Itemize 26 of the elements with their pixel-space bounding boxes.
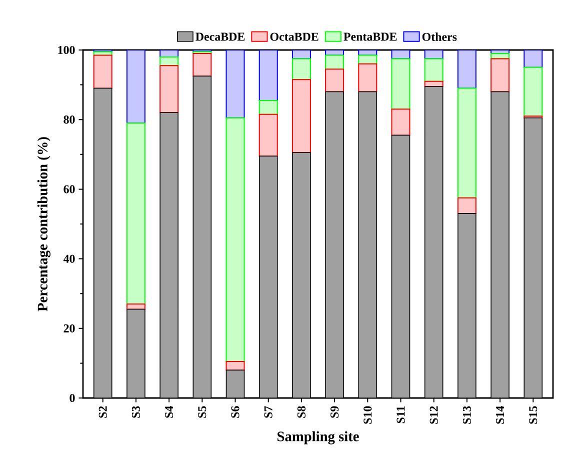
x-tick-label: S12 — [430, 406, 438, 424]
x-tick-label: S13 — [462, 406, 471, 424]
x-tick-label: S8 — [297, 406, 306, 418]
x-tick-label: S6 — [231, 406, 240, 418]
x-tick-label: S10 — [364, 406, 372, 424]
legend-label: DecaBDE — [196, 32, 245, 41]
x-axis-title: Sampling site — [278, 431, 359, 444]
x-tick-label: S4 — [165, 406, 174, 418]
y-axis-title: Percentage contribution (%) — [37, 137, 50, 312]
y-tick-label: 0 — [70, 394, 75, 402]
x-tick-label: S2 — [98, 406, 107, 418]
y-tick-label: 40 — [63, 254, 75, 263]
legend-label: Others — [422, 32, 457, 41]
y-tick-label: 80 — [64, 116, 75, 124]
x-tick-label: S11 — [396, 406, 405, 424]
x-tick-label: S9 — [330, 406, 339, 418]
y-tick-label: 20 — [64, 324, 75, 332]
y-tick-label: 100 — [58, 46, 75, 54]
x-tick-label: S3 — [132, 406, 140, 418]
y-tick-label: 60 — [64, 185, 75, 194]
legend-label: PentaBDE — [344, 32, 397, 41]
x-tick-label: S7 — [264, 406, 272, 418]
x-tick-label: S14 — [496, 406, 504, 424]
legend-label: OctaBDE — [270, 32, 318, 41]
x-tick-label: S15 — [529, 406, 538, 424]
x-tick-label: S5 — [198, 406, 206, 418]
